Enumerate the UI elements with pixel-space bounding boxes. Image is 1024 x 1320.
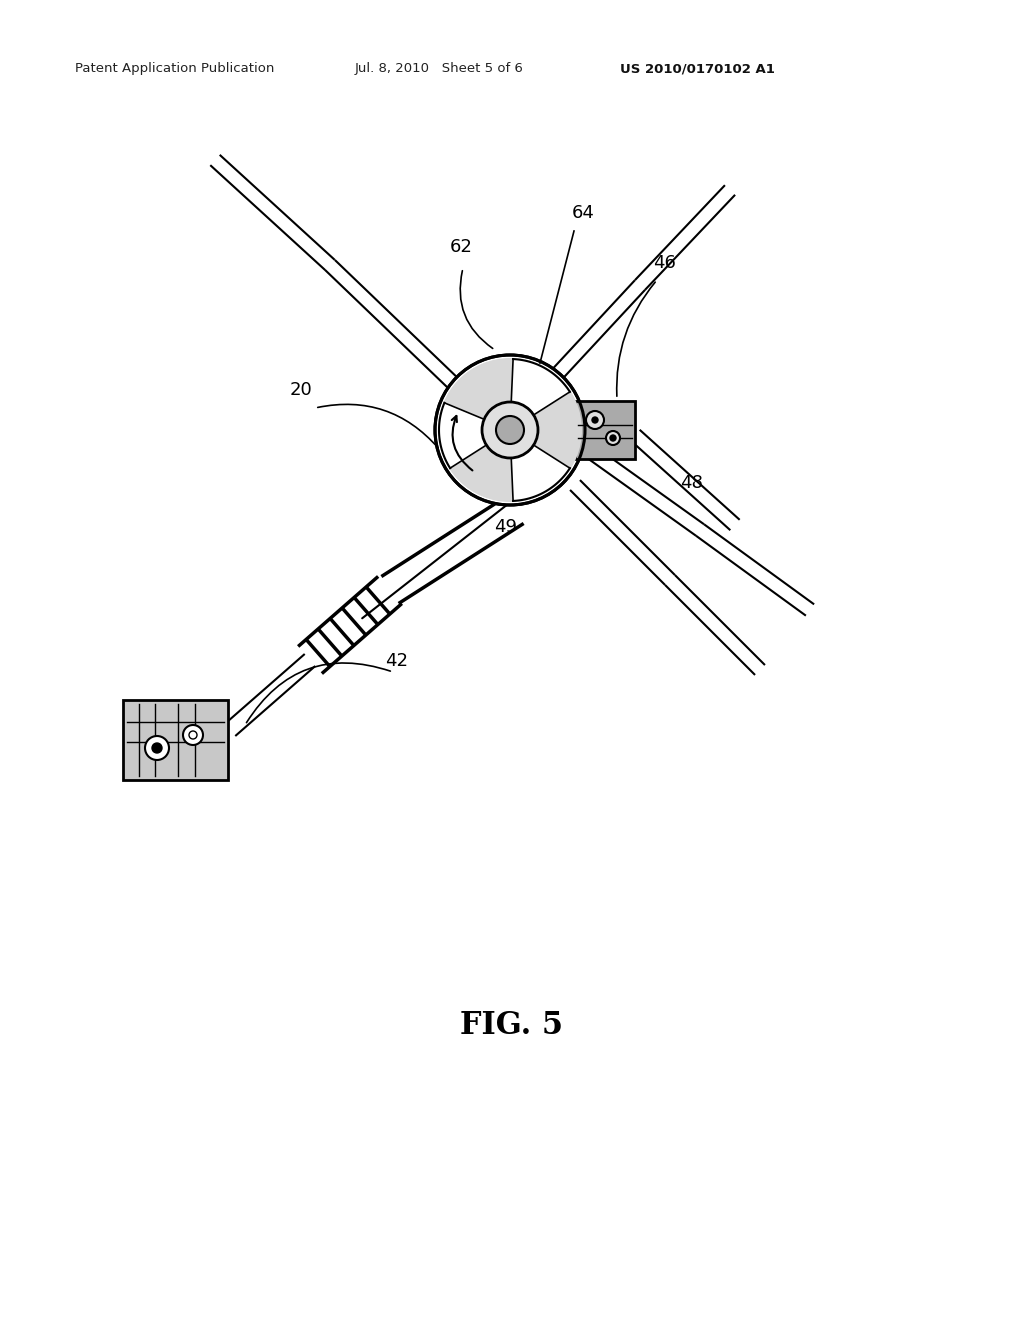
Text: US 2010/0170102 A1: US 2010/0170102 A1 — [620, 62, 775, 75]
Circle shape — [606, 432, 620, 445]
Text: 46: 46 — [653, 253, 676, 272]
Text: Jul. 8, 2010   Sheet 5 of 6: Jul. 8, 2010 Sheet 5 of 6 — [355, 62, 524, 75]
Text: 64: 64 — [572, 205, 595, 222]
Text: 42: 42 — [385, 652, 408, 671]
Circle shape — [586, 411, 604, 429]
Text: FIG. 5: FIG. 5 — [461, 1010, 563, 1041]
Polygon shape — [510, 359, 570, 430]
Circle shape — [610, 436, 616, 441]
Circle shape — [592, 417, 598, 422]
Text: 62: 62 — [450, 238, 473, 256]
Circle shape — [438, 358, 582, 502]
Polygon shape — [510, 430, 570, 500]
Text: 20: 20 — [290, 381, 312, 399]
Bar — [575, 401, 635, 459]
Polygon shape — [439, 403, 510, 469]
Circle shape — [435, 355, 585, 506]
Circle shape — [152, 743, 162, 752]
Circle shape — [189, 731, 197, 739]
Text: 49: 49 — [494, 517, 517, 536]
Circle shape — [145, 737, 169, 760]
Circle shape — [183, 725, 203, 744]
Text: Patent Application Publication: Patent Application Publication — [75, 62, 274, 75]
Circle shape — [496, 416, 524, 444]
Bar — [123, 700, 227, 780]
Text: 48: 48 — [680, 474, 702, 492]
Circle shape — [482, 403, 538, 458]
